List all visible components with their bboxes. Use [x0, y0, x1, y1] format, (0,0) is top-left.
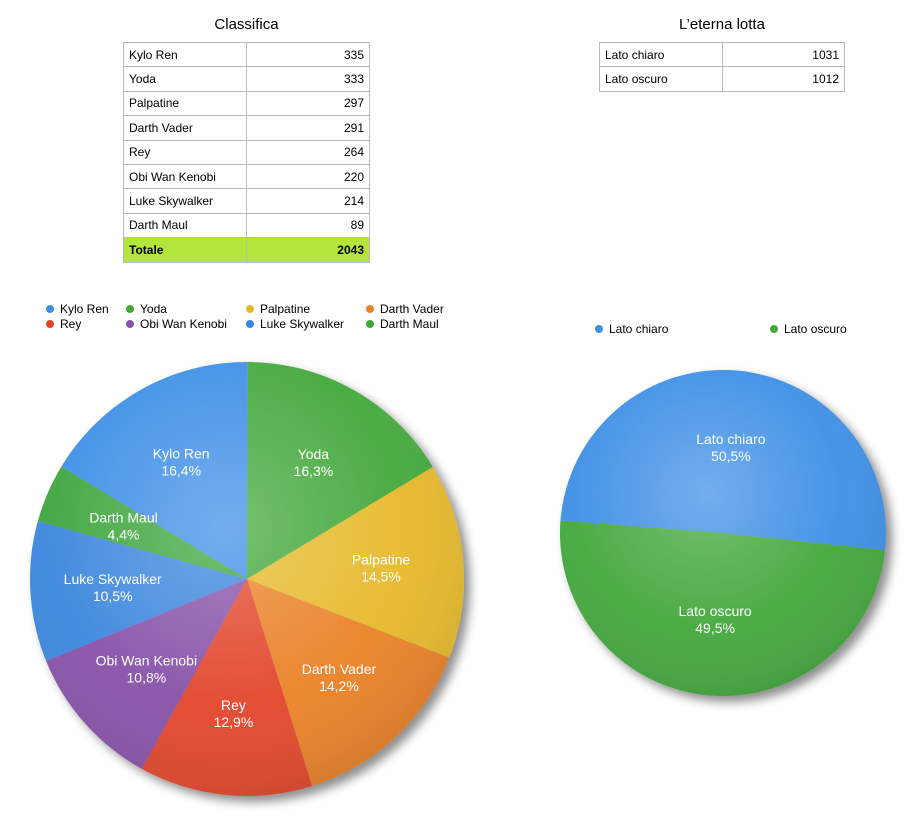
slice-name-label: Yoda [298, 446, 330, 462]
row-value: 291 [245, 115, 371, 141]
row-value: 335 [245, 41, 371, 68]
slice-percent-label: 10,5% [93, 588, 133, 604]
table-row: Darth Vader 291 [123, 115, 371, 141]
slice-name-label: Rey [221, 697, 246, 713]
legend-dot-icon [46, 319, 54, 328]
slice-percent-label: 10,8% [127, 669, 167, 685]
legend-item: Obi Wan Kenobi [126, 317, 227, 331]
legend-item: Darth Vader [366, 302, 444, 316]
row-value: 1031 [721, 41, 846, 68]
total-value: 2043 [245, 237, 371, 263]
legend-dot-icon [366, 304, 374, 313]
battle-title: L’eterna lotta [679, 16, 765, 33]
row-name: Palpatine [123, 90, 247, 117]
legend-item: Rey [46, 317, 81, 331]
table-row: Lato chiaro 1031 [599, 41, 846, 68]
slice-name-label: Kylo Ren [153, 446, 210, 462]
slice-percent-label: 14,2% [319, 678, 359, 694]
legend-item: Yoda [126, 302, 167, 316]
legend-item: Lato oscuro [770, 322, 847, 336]
slice-name-label: Palpatine [352, 551, 411, 567]
ranking-table: Kylo Ren 335 Yoda 333 Palpatine 297 Darth Vade… [123, 41, 371, 263]
slice-percent-label: 16,3% [294, 463, 334, 479]
legend-label: Palpatine [260, 302, 311, 316]
row-name: Kylo Ren [123, 41, 247, 68]
legend-dot-icon [246, 304, 254, 313]
slice-name-label: Darth Maul [89, 510, 157, 526]
legend-dot-icon [126, 304, 134, 313]
legend-dot-icon [246, 319, 254, 328]
table-row: Lato oscuro 1012 [599, 66, 846, 92]
slice-name-label: Obi Wan Kenobi [96, 652, 197, 668]
legend-label: Luke Skywalker [260, 317, 345, 331]
pie-gloss [560, 370, 886, 696]
total-label: Totale [123, 237, 247, 263]
row-name: Yoda [123, 66, 247, 92]
row-name: Lato chiaro [599, 41, 723, 68]
legend-dot-icon [46, 304, 54, 313]
legend-dot-icon [770, 324, 778, 333]
table-row: Yoda 333 [123, 66, 371, 92]
legend-dot-icon [595, 324, 603, 333]
legend-dot-icon [366, 319, 374, 328]
slice-percent-label: 49,5% [695, 620, 735, 636]
slice-name-label: Lato oscuro [679, 603, 752, 619]
row-value: 89 [245, 212, 371, 239]
table-row: Luke Skywalker 214 [123, 188, 371, 214]
battle-table: Lato chiaro 1031 Lato oscuro 1012 [599, 41, 846, 92]
table-row: Darth Maul 89 [123, 212, 371, 239]
legend-item: Palpatine [246, 302, 310, 316]
legend-label: Kylo Ren [60, 302, 109, 316]
row-value: 1012 [721, 66, 846, 92]
legend-dot-icon [126, 319, 134, 328]
slice-name-label: Lato chiaro [696, 431, 765, 447]
slice-percent-label: 12,9% [214, 714, 254, 730]
legend-item: Lato chiaro [595, 322, 668, 336]
row-name: Darth Vader [123, 115, 247, 141]
slice-name-label: Darth Vader [302, 661, 377, 677]
legend-item: Kylo Ren [46, 302, 109, 316]
legend-label: Yoda [140, 302, 167, 316]
slice-percent-label: 14,5% [361, 568, 401, 584]
slice-percent-label: 16,4% [161, 463, 201, 479]
row-value: 297 [245, 90, 371, 117]
table-row: Rey 264 [123, 139, 371, 165]
slice-percent-label: 50,5% [711, 448, 751, 464]
legend-item: Luke Skywalker [246, 317, 344, 331]
legend-label: Lato chiaro [609, 322, 669, 336]
row-name: Luke Skywalker [123, 188, 247, 214]
row-value: 333 [245, 66, 371, 92]
legend-label: Darth Maul [380, 317, 439, 331]
legend-label: Darth Vader [380, 302, 444, 316]
table-row: Palpatine 297 [123, 90, 371, 117]
slice-percent-label: 4,4% [108, 527, 140, 543]
ranking-title: Classifica [214, 16, 279, 33]
table-row: Kylo Ren 335 [123, 41, 371, 68]
pie-gloss [30, 362, 464, 796]
row-name: Lato oscuro [599, 66, 723, 92]
total-row: Totale 2043 [123, 237, 371, 263]
slice-name-label: Luke Skywalker [64, 571, 162, 587]
legend-label: Lato oscuro [784, 322, 847, 336]
legend-label: Obi Wan Kenobi [140, 317, 227, 331]
legend-label: Rey [60, 317, 82, 331]
legend-item: Darth Maul [366, 317, 439, 331]
